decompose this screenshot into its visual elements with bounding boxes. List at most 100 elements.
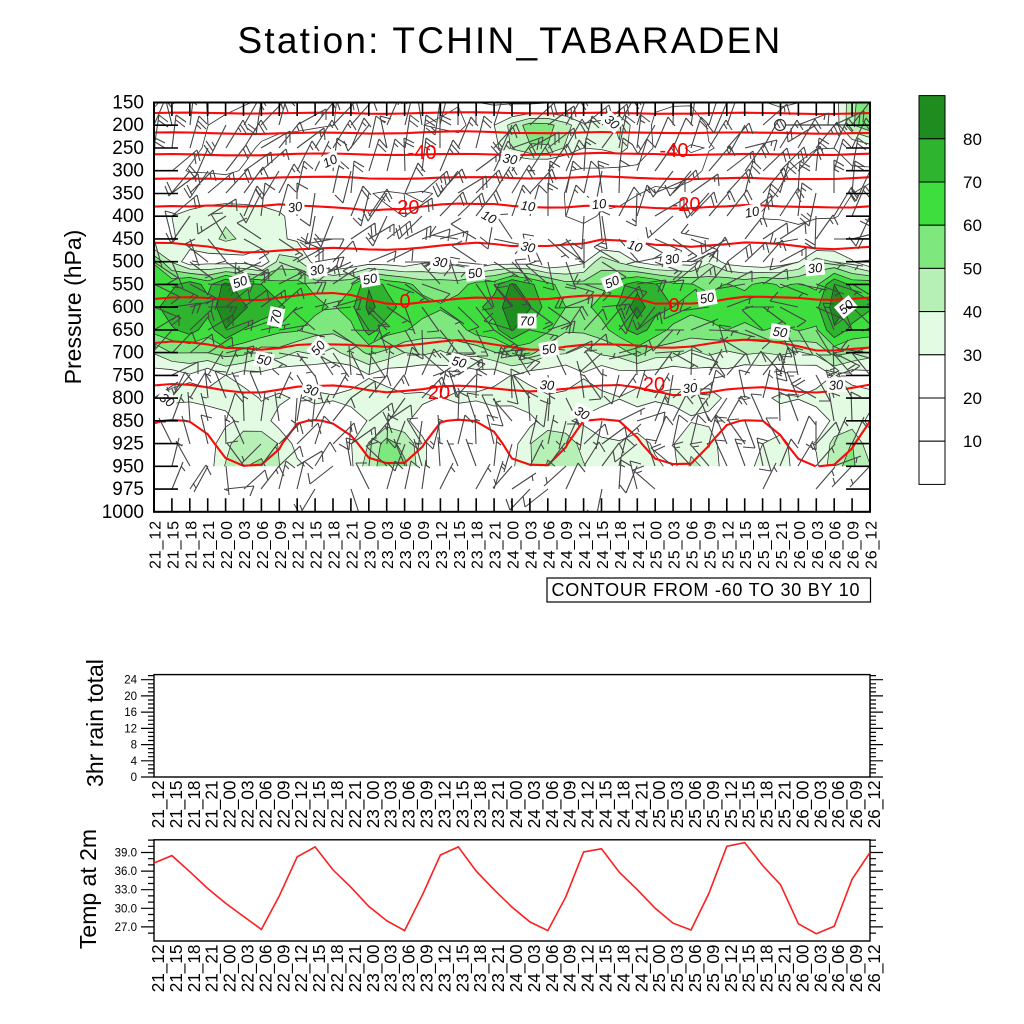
- svg-text:50: 50: [772, 324, 789, 341]
- svg-text:22_21: 22_21: [345, 781, 365, 829]
- svg-text:26_03: 26_03: [810, 781, 830, 829]
- svg-text:1000: 1000: [102, 502, 144, 523]
- svg-text:26_00: 26_00: [792, 945, 812, 993]
- svg-text:20: 20: [963, 389, 982, 408]
- svg-text:80: 80: [963, 130, 982, 149]
- svg-text:50: 50: [255, 351, 273, 369]
- svg-text:26_06: 26_06: [828, 781, 848, 829]
- svg-text:24_06: 24_06: [542, 781, 562, 829]
- svg-text:22_00: 22_00: [220, 945, 240, 993]
- svg-text:30: 30: [807, 260, 824, 277]
- svg-text:10: 10: [626, 237, 645, 256]
- svg-text:400: 400: [112, 206, 144, 227]
- svg-text:10: 10: [744, 203, 762, 220]
- svg-text:975: 975: [112, 479, 144, 500]
- svg-text:24_12: 24_12: [578, 945, 598, 993]
- svg-text:23_21: 23_21: [488, 520, 505, 569]
- svg-text:23_09: 23_09: [416, 520, 433, 569]
- svg-text:22_06: 22_06: [255, 945, 275, 993]
- svg-text:300: 300: [112, 161, 144, 182]
- svg-text:22_06: 22_06: [255, 520, 272, 569]
- svg-text:30: 30: [432, 254, 449, 271]
- svg-text:26_00: 26_00: [792, 781, 812, 829]
- svg-text:25_00: 25_00: [649, 945, 669, 993]
- svg-text:22_15: 22_15: [309, 781, 329, 829]
- svg-text:23_00: 23_00: [362, 520, 379, 569]
- svg-text:21_12: 21_12: [148, 781, 168, 829]
- svg-text:23_00: 23_00: [363, 781, 383, 829]
- svg-text:22_12: 22_12: [291, 781, 311, 829]
- svg-text:22_18: 22_18: [327, 781, 347, 829]
- svg-text:22_00: 22_00: [220, 781, 240, 829]
- svg-text:21_21: 21_21: [202, 781, 222, 829]
- svg-text:Pressure (hPa): Pressure (hPa): [60, 230, 86, 385]
- svg-text:50: 50: [467, 264, 484, 281]
- svg-text:24_00: 24_00: [506, 520, 523, 569]
- svg-text:50: 50: [231, 272, 250, 291]
- svg-text:21_15: 21_15: [165, 520, 182, 569]
- svg-text:24_12: 24_12: [578, 781, 598, 829]
- svg-text:25_03: 25_03: [667, 945, 687, 993]
- svg-text:24_09: 24_09: [560, 945, 580, 993]
- svg-text:20: 20: [428, 382, 450, 404]
- svg-text:25_12: 25_12: [720, 520, 737, 569]
- svg-text:10: 10: [320, 151, 340, 171]
- svg-text:50: 50: [541, 340, 559, 357]
- svg-text:50: 50: [699, 289, 717, 306]
- svg-text:30: 30: [502, 150, 520, 167]
- svg-text:26_06: 26_06: [828, 520, 845, 569]
- svg-text:250: 250: [112, 138, 144, 159]
- svg-text:70: 70: [963, 173, 982, 192]
- svg-text:60: 60: [963, 216, 982, 235]
- svg-text:10: 10: [963, 432, 982, 451]
- svg-text:23_06: 23_06: [398, 520, 415, 569]
- svg-text:23_06: 23_06: [399, 781, 419, 829]
- svg-text:26_00: 26_00: [792, 520, 809, 569]
- svg-text:30: 30: [682, 380, 699, 397]
- svg-text:26_03: 26_03: [810, 945, 830, 993]
- svg-text:20: 20: [643, 374, 665, 396]
- svg-text:22_03: 22_03: [237, 520, 254, 569]
- svg-text:200: 200: [112, 115, 144, 136]
- svg-text:23_06: 23_06: [399, 945, 419, 993]
- svg-text:23_12: 23_12: [434, 781, 454, 829]
- svg-text:22_03: 22_03: [238, 945, 258, 993]
- svg-text:23_15: 23_15: [452, 520, 469, 569]
- svg-text:50: 50: [963, 259, 982, 278]
- svg-text:-20: -20: [672, 194, 701, 216]
- svg-text:70: 70: [520, 314, 535, 329]
- svg-text:25_18: 25_18: [756, 520, 773, 569]
- svg-text:30.0: 30.0: [115, 903, 137, 915]
- svg-text:21_12: 21_12: [148, 945, 168, 993]
- svg-text:30: 30: [302, 380, 321, 399]
- svg-text:4: 4: [131, 756, 138, 768]
- svg-text:22_12: 22_12: [291, 520, 308, 569]
- svg-text:450: 450: [112, 229, 144, 250]
- svg-text:23_03: 23_03: [381, 781, 401, 829]
- svg-text:24_15: 24_15: [595, 520, 612, 569]
- svg-text:21_18: 21_18: [184, 781, 204, 829]
- svg-text:10: 10: [591, 196, 608, 213]
- svg-text:750: 750: [112, 365, 144, 386]
- svg-text:36.0: 36.0: [115, 866, 137, 878]
- svg-text:22_15: 22_15: [309, 520, 326, 569]
- svg-text:30: 30: [287, 198, 304, 215]
- svg-text:24_18: 24_18: [613, 520, 630, 569]
- svg-text:22_03: 22_03: [238, 781, 258, 829]
- svg-text:21_12: 21_12: [148, 520, 165, 569]
- svg-text:30: 30: [519, 238, 537, 256]
- svg-text:22_09: 22_09: [273, 520, 290, 569]
- svg-text:22_09: 22_09: [273, 781, 293, 829]
- svg-text:23_09: 23_09: [417, 781, 437, 829]
- svg-text:950: 950: [112, 456, 144, 477]
- svg-text:350: 350: [112, 184, 144, 205]
- svg-text:22_12: 22_12: [291, 945, 311, 993]
- svg-text:23_03: 23_03: [381, 945, 401, 993]
- svg-text:23_21: 23_21: [488, 945, 508, 993]
- svg-text:24_21: 24_21: [631, 945, 651, 993]
- svg-text:925: 925: [112, 434, 144, 455]
- svg-text:23_09: 23_09: [417, 945, 437, 993]
- svg-text:20: 20: [124, 691, 137, 703]
- svg-text:25_21: 25_21: [775, 945, 795, 993]
- svg-text:Station: TCHIN_TABARADEN: Station: TCHIN_TABARADEN: [238, 20, 783, 61]
